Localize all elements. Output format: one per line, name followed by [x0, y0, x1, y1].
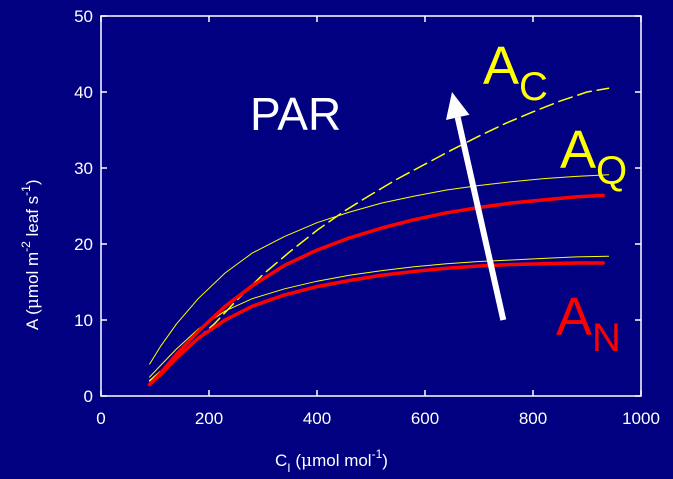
label-aq-main: A: [560, 120, 596, 180]
y-tick-label: 0: [84, 387, 93, 406]
data-series: [147, 87, 610, 387]
y-tick-label: 40: [74, 83, 93, 102]
x-tick-label: 1000: [622, 409, 660, 428]
y-axis-label-sup2: -1: [19, 185, 33, 196]
y-tick-label: 20: [74, 235, 93, 254]
x-tick-label: 400: [303, 409, 331, 428]
par-arrow-shaft: [454, 116, 507, 321]
label-an-sub: N: [592, 316, 621, 360]
y-axis-label-mid2: leaf s: [23, 196, 42, 241]
x-axis-label-mu: μ: [301, 451, 312, 471]
y-tick-label: 10: [74, 311, 93, 330]
x-tick-label: 600: [411, 409, 439, 428]
x-axis-label: CI (μmol mol-1): [275, 447, 388, 475]
plot-border: [100, 15, 642, 397]
label-an: AN: [556, 287, 621, 360]
x-tick-label: 0: [96, 409, 105, 428]
x-axis-label-sup: -1: [372, 447, 383, 461]
label-ac: AC: [483, 36, 548, 109]
x-axis-label-sub: I: [287, 461, 290, 475]
x-tick-label: 200: [195, 409, 223, 428]
series-line-aq: [149, 255, 610, 378]
label-an-main: A: [556, 287, 592, 347]
label-aq-sub: Q: [596, 149, 627, 193]
axis-ticks: 0 200 400 600 800 1000 0 10 20 30 40 50: [74, 7, 660, 428]
x-axis-label-main: C: [275, 451, 287, 470]
y-axis-label-close: ): [23, 179, 42, 185]
x-axis-label-open: (: [291, 451, 302, 470]
par-arrow-layer: [446, 92, 507, 321]
y-tick-label: 50: [74, 7, 93, 26]
x-axis-label-units: mol mol: [312, 451, 372, 470]
series-line-ac: [148, 87, 610, 382]
y-tick-label: 30: [74, 159, 93, 178]
y-axis-label-mu: μ: [23, 298, 43, 309]
plot-frame: [100, 15, 642, 397]
y-axis-label: A (μmol m-2 leaf s-1): [19, 179, 43, 330]
x-tick-label: 800: [519, 409, 547, 428]
label-ac-sub: C: [519, 65, 548, 109]
label-par: PAR: [250, 88, 341, 140]
y-axis-label-prefix: A (: [23, 309, 42, 330]
x-axis-label-close: ): [382, 451, 388, 470]
par-arrow-head: [446, 92, 470, 120]
y-axis-label-sup1: -2: [19, 241, 33, 252]
label-aq: AQ: [560, 120, 627, 193]
series-line-an: [147, 193, 605, 387]
series-line-aq: [149, 174, 610, 365]
series-line-an: [147, 261, 605, 387]
label-ac-main: A: [483, 36, 519, 96]
y-axis-label-mid: mol m: [23, 252, 42, 298]
